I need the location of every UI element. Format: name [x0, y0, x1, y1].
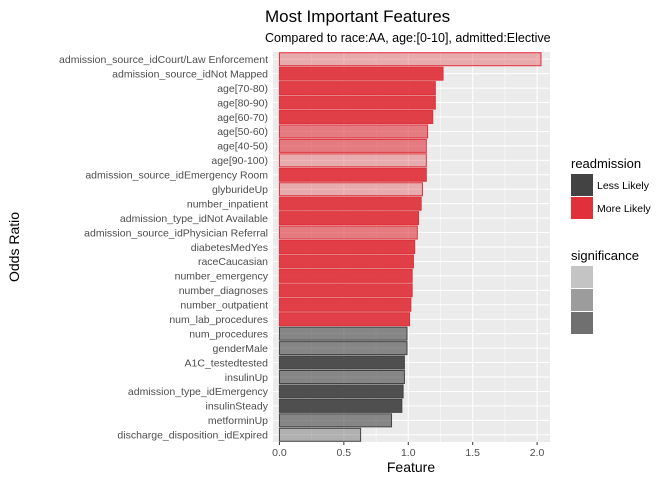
bar [278, 268, 413, 283]
bar [278, 254, 414, 269]
y-tick-label: admission_type_idNot Available [120, 213, 268, 225]
y-tick-label: number_outpatient [180, 300, 268, 312]
y-tick-label: age[70-80) [217, 83, 268, 95]
bar [278, 427, 362, 442]
y-tick-label: insulinUp [225, 372, 268, 384]
bar [278, 225, 418, 240]
bar [278, 211, 420, 226]
y-tick-labels: admission_source_idCourt/Law Enforcement… [59, 54, 269, 442]
bar [278, 153, 427, 168]
bar [278, 413, 393, 428]
bar [278, 167, 427, 182]
y-tick-label: discharge_disposition_idExpired [117, 430, 268, 442]
bar [278, 81, 436, 96]
x-axis-title: Feature [387, 459, 435, 475]
y-tick-label: number_inpatient [187, 198, 268, 210]
y-tick-label: age[60-70) [217, 112, 268, 124]
y-tick-label: insulinSteady [206, 401, 269, 413]
y-tick-label: num_lab_procedures [169, 314, 268, 326]
y-tick-label: age[40-50) [217, 141, 268, 153]
legend-readmission: readmission Less Likely More Likely [571, 156, 651, 219]
y-tick-label: glyburideUp [212, 184, 268, 196]
bar [278, 138, 427, 153]
x-tick-label: 1.0 [401, 447, 416, 459]
legend-label-more-likely: More Likely [597, 203, 651, 215]
legend-significance-title: significance [571, 248, 639, 263]
x-tick-label: 0.5 [337, 447, 352, 459]
y-tick-label: number_emergency [175, 271, 269, 283]
y-tick-label: metforminUp [208, 415, 268, 427]
legend-readmission-title: readmission [571, 156, 641, 171]
legend-swatch-less-likely [571, 174, 593, 196]
bar [278, 66, 444, 81]
legend-swatch-significance-1 [571, 266, 593, 288]
bar [278, 52, 542, 67]
x-tick-labels: 0.0 0.5 1.0 1.5 2.0 [272, 442, 545, 459]
y-tick-label: admission_source_idCourt/Law Enforcement [59, 54, 268, 66]
y-tick-label: admission_type_idEmergency [128, 386, 269, 398]
bar [278, 196, 422, 211]
bar [278, 124, 429, 139]
bar [278, 182, 423, 197]
bar [278, 283, 413, 298]
bar [278, 297, 412, 312]
x-tick-label: 0.0 [272, 447, 287, 459]
bars [278, 52, 542, 442]
bar [278, 370, 405, 384]
legend-label-less-likely: Less Likely [597, 180, 650, 192]
y-tick-label: A1C_testedtested [185, 357, 269, 369]
y-tick-label: admission_source_idPhysician Referral [84, 227, 268, 239]
legend-swatch-significance-3 [571, 312, 593, 334]
legend-significance: significance [571, 248, 639, 334]
y-tick-label: raceCaucasian [198, 256, 268, 268]
bar [278, 384, 404, 399]
chart-title: Most Important Features [265, 7, 450, 26]
legend-swatch-more-likely [571, 197, 593, 219]
bar [278, 398, 403, 413]
y-tick-label: diabetesMedYes [191, 242, 268, 254]
y-tick-label: number_diagnoses [179, 285, 268, 297]
y-tick-label: admission_source_idEmergency Room [85, 170, 268, 182]
y-axis-title: Odds Ratio [6, 212, 22, 282]
bar [278, 326, 408, 341]
y-tick-label: age[50-60) [217, 126, 268, 138]
chart-subtitle: Compared to race:AA, age:[0-10], admitte… [265, 31, 551, 45]
bar [278, 240, 416, 254]
y-tick-label: age[80-90) [217, 97, 268, 109]
y-tick-label: genderMale [213, 343, 269, 355]
y-tick-label: num_procedures [189, 328, 268, 340]
y-tick-label: age[90-100) [211, 155, 268, 167]
x-tick-label: 2.0 [530, 447, 545, 459]
bar [278, 312, 411, 327]
y-tick-label: admission_source_idNot Mapped [112, 68, 268, 80]
bar [278, 355, 405, 370]
legend-swatch-significance-2 [571, 289, 593, 311]
bar [278, 341, 408, 356]
bar [278, 95, 436, 110]
bar [278, 110, 434, 124]
x-tick-label: 1.5 [465, 447, 480, 459]
